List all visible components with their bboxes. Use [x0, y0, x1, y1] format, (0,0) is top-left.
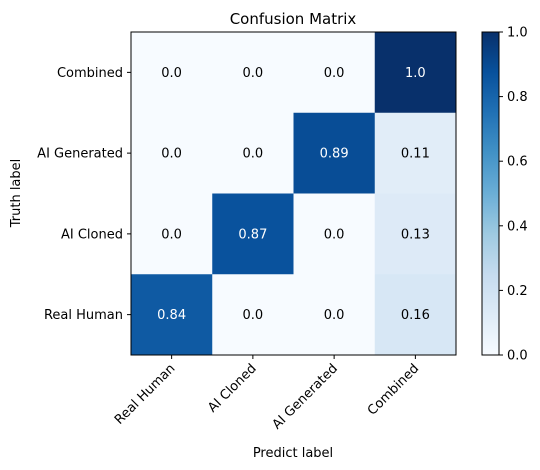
colorbar-ticks: 0.0 0.2 0.4 0.6 0.8 1.0	[499, 26, 528, 364]
cell-value-label: 0.84	[157, 308, 186, 323]
colorbar-tick-label: 0.2	[507, 284, 528, 299]
heatmap-cell	[212, 32, 294, 114]
cell-value-label: 0.13	[401, 227, 430, 242]
heatmap-cell	[212, 193, 294, 275]
heatmap-cell	[293, 112, 376, 194]
x-tick-label: AI Cloned	[205, 361, 259, 415]
cell-value-label: 0.11	[401, 147, 430, 162]
cell-value-label: 0.0	[324, 308, 345, 323]
cell-value-label: 0.0	[243, 308, 264, 323]
colorbar	[481, 31, 500, 356]
cell-value-label: 0.0	[243, 147, 264, 162]
heatmap-cell	[374, 274, 457, 356]
colorbar-tick-label: 0.0	[507, 349, 528, 364]
x-axis-label: Predict label	[253, 446, 333, 461]
heatmap-cell	[212, 112, 294, 194]
colorbar-tick-label: 0.6	[507, 155, 528, 170]
cell-value-label: 0.0	[161, 147, 182, 162]
heatmap-cell	[212, 274, 294, 356]
heatmap-cell	[293, 274, 376, 356]
x-tick-label: AI Generated	[270, 361, 341, 432]
cell-value-label: 0.0	[243, 66, 264, 81]
colorbar-tick-label: 1.0	[507, 26, 528, 41]
y-tick-label: AI Cloned	[61, 227, 123, 242]
cell-value-label: 0.0	[324, 227, 345, 242]
heatmap-cell	[374, 112, 457, 194]
heatmap-cell	[131, 274, 213, 356]
cell-value-label: 0.16	[401, 308, 430, 323]
x-tick-label: Combined	[365, 361, 422, 418]
cell-value-label: 0.89	[320, 147, 349, 162]
x-tick-label: Real Human	[112, 361, 179, 428]
heatmap-cell	[131, 112, 213, 194]
cell-value-label: 0.0	[324, 66, 345, 81]
heatmap-cell	[131, 32, 213, 114]
chart-title: Confusion Matrix	[230, 10, 357, 28]
heatmap-cell	[131, 193, 213, 275]
heatmap-cells: 0.0 0.0 0.0 1.0 0.0 0.0 0.89 0.11 0.0 0.87 0.0 0.13…	[131, 32, 457, 356]
cell-value-label: 0.0	[161, 227, 182, 242]
y-tick-label: Real Human	[44, 308, 123, 323]
heatmap-cell	[293, 193, 376, 275]
heatmap-cell	[374, 193, 457, 275]
y-axis-label: Truth label	[9, 159, 24, 229]
cell-value-label: 0.87	[238, 227, 267, 242]
heatmap-cell	[374, 32, 457, 114]
colorbar-tick-label: 0.8	[507, 90, 528, 105]
colorbar-tick-label: 0.4	[507, 219, 528, 234]
y-tick-label: AI Generated	[37, 147, 123, 162]
heatmap-cell	[293, 32, 376, 114]
plot-frame	[130, 31, 457, 356]
cell-value-label: 1.0	[405, 66, 426, 81]
y-tick-label: Combined	[57, 66, 123, 81]
cell-value-label: 0.0	[161, 66, 182, 81]
